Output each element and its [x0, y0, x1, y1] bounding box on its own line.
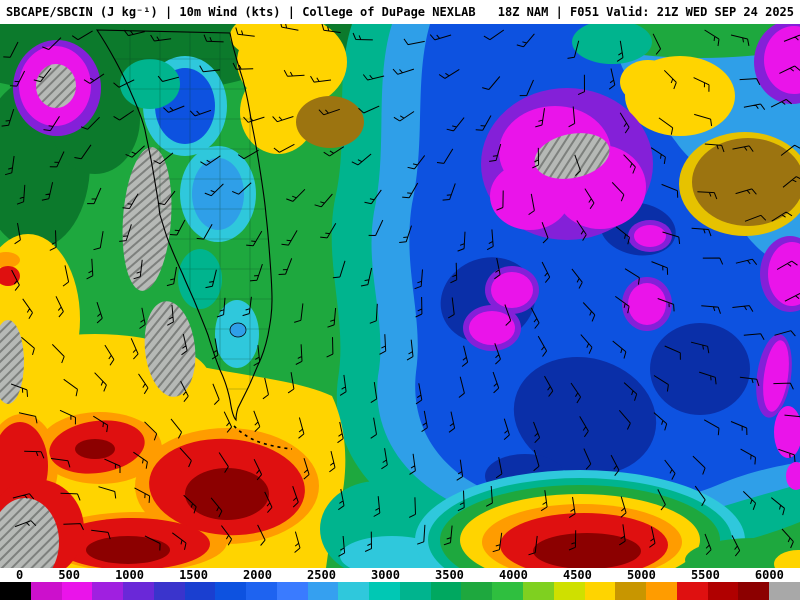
colorbar-tick-label: 5000 [626, 568, 656, 582]
colorbar-segment [92, 582, 124, 600]
colorbar-tick-label: 1000 [115, 568, 144, 582]
colorbar-segment [646, 582, 677, 600]
colorbar-segment [430, 582, 462, 600]
colorbar-tick-label: 4500 [562, 568, 592, 582]
florida-keys [233, 425, 293, 450]
colorbar-tick-label: 0 [16, 568, 24, 582]
colorbar-tick-label: 3500 [435, 568, 464, 582]
colorbar-tick-label: 3000 [371, 568, 400, 582]
cape-fill-layer [0, 24, 800, 568]
cin-hatch-region [0, 320, 24, 404]
cin-hatch-region [144, 301, 196, 397]
map-svg [0, 24, 800, 568]
cin-hatch-region [534, 133, 610, 179]
colorbar-segment [0, 582, 31, 600]
colorbar-tick-label: 500 [58, 568, 80, 582]
colorbar-segment [738, 582, 770, 600]
colorbar-tick-label: 1500 [179, 568, 208, 582]
title-bar: SBCAPE/SBCIN (J kg⁻¹) | 10m Wind (kts) |… [0, 0, 800, 24]
colorbar-segment [492, 582, 524, 600]
colorbar-segment [30, 582, 62, 600]
colorbar-tick-label: 4000 [498, 568, 528, 582]
colorbar-segment [246, 582, 277, 600]
colorbar-segment [153, 582, 185, 600]
colorbar-tick-label: 5500 [690, 568, 720, 582]
colorbar-segment [523, 582, 554, 600]
colorbar-segment [338, 582, 370, 600]
colorbar-segment [123, 582, 154, 600]
colorbar-tick-labels: 0 500 1000 1500 2000 2500 3000 3500 4000 4500 5000… [0, 568, 800, 582]
colorbar-segment [553, 582, 585, 600]
colorbar-segment [707, 582, 739, 600]
wind-barb-glyphs [1, 24, 800, 557]
colorbar-tick-label: 2500 [307, 568, 336, 582]
colorbar-segment [584, 582, 616, 600]
cin-hatch-region [122, 147, 172, 291]
colorbar-segment [461, 582, 493, 600]
lake-okeechobee [229, 322, 247, 338]
colorbar-segment [276, 582, 308, 600]
wind-barbs-layer [1, 24, 800, 557]
colorbar [0, 582, 800, 600]
colorbar-tick-label: 6000 [754, 568, 784, 582]
colorbar-segment [399, 582, 431, 600]
colorbar-segment [769, 582, 800, 600]
colorbar-segment [615, 582, 647, 600]
model-run-info: 18Z NAM | F051 Valid: 21Z WED SEP 24 202… [497, 5, 794, 19]
colorbar-segment [61, 582, 93, 600]
colorbar-tick-label: 2000 [243, 568, 272, 582]
colorbar-segment [369, 582, 400, 600]
product-title: SBCAPE/SBCIN (J kg⁻¹) | 10m Wind (kts) |… [6, 5, 476, 19]
colorbar-segment [184, 582, 216, 600]
cin-hatch-region [36, 64, 76, 108]
colorbar-segment [215, 582, 247, 600]
colorbar-segment [676, 582, 708, 600]
cape-map [0, 24, 800, 568]
cin-hatch-region [0, 498, 59, 568]
colorbar-segment [307, 582, 339, 600]
